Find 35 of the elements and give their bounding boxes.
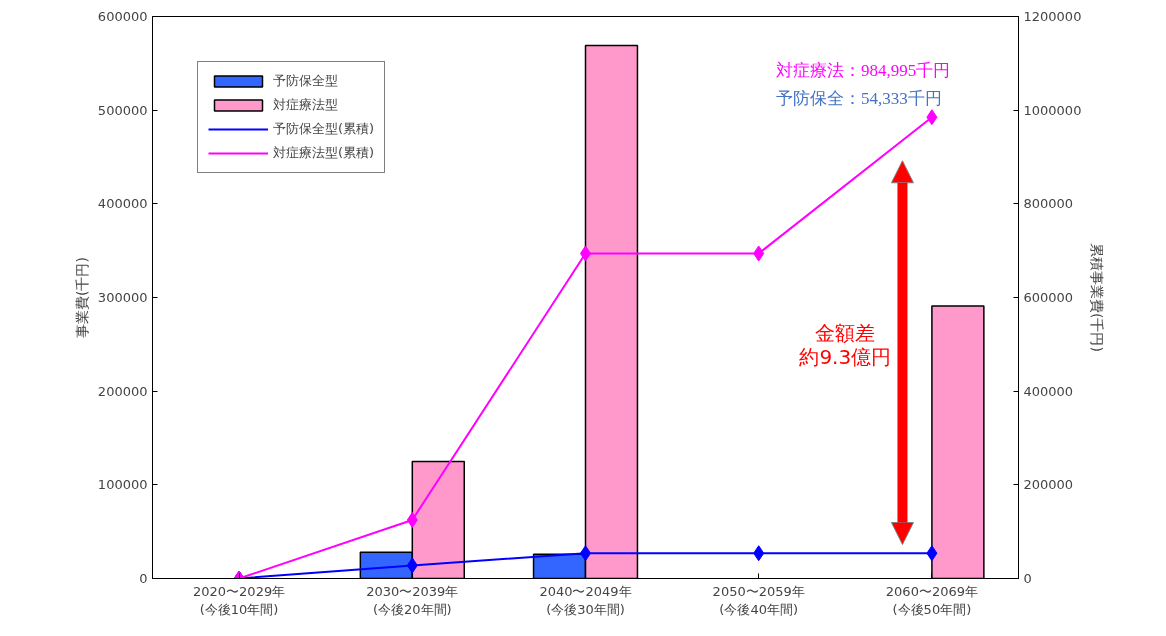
y2-tick-label: 200000 (1023, 477, 1074, 493)
point (753, 245, 765, 262)
point (753, 545, 765, 562)
legend-label: 対症療法型(累積) (273, 144, 375, 162)
y-tick-label: 300000 (97, 290, 148, 305)
legend-label: 予防保全型 (273, 72, 338, 90)
y2-tick-label: 800000 (1023, 196, 1074, 212)
y2-axis-title: 累積事業費(千円) (1089, 243, 1106, 352)
point (926, 545, 938, 562)
y-tick-label: 0 (139, 571, 148, 586)
y2-tick-label: 600000 (1023, 290, 1074, 305)
y-tick-label: 200000 (97, 383, 148, 399)
point (926, 109, 938, 126)
y-tick-label: 100000 (97, 477, 148, 493)
y2-tick-label: 1000000 (1023, 102, 1082, 118)
annotation: 約9.3億円 (799, 344, 892, 369)
x-tick-label: 2060〜2069年 (今後50年間) (885, 583, 978, 617)
legend-label: 予防保全型(累積) (273, 120, 375, 138)
y-tick-label: 600000 (97, 9, 148, 24)
y-tick-label: 400000 (97, 196, 148, 212)
annotation: 対症療法：984,995千円 (776, 60, 951, 80)
y2-tick-label: 400000 (1023, 383, 1074, 399)
y2-tick-label: 0 (1023, 571, 1032, 586)
x-tick-label: 2020〜2029年 (今後10年間) (193, 583, 286, 617)
x-tick-label: 2040〜2049年 (今後30年間) (539, 583, 632, 617)
x-tick-label: 2030〜2039年 (今後20年間) (366, 583, 459, 617)
annotation: 金額差 (815, 321, 876, 346)
point (406, 557, 418, 574)
x-tick-label: 2050〜2059年 (今後40年間) (712, 583, 805, 617)
y-axis-title: 事業費(千円) (73, 257, 90, 338)
legend-label: 対症療法型 (273, 96, 338, 114)
y2-tick-label: 1200000 (1023, 9, 1082, 24)
point (406, 511, 418, 528)
y-tick-label: 500000 (97, 102, 148, 118)
annotation: 予防保全：54,333千円 (776, 88, 942, 108)
